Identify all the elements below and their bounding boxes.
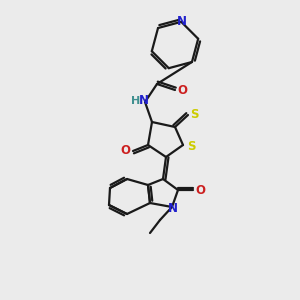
Text: N: N bbox=[168, 202, 178, 214]
Text: O: O bbox=[177, 83, 187, 97]
Text: S: S bbox=[190, 107, 198, 121]
Text: O: O bbox=[195, 184, 205, 196]
Text: O: O bbox=[120, 145, 130, 158]
Text: N: N bbox=[177, 15, 187, 28]
Text: H: H bbox=[131, 96, 141, 106]
Text: N: N bbox=[139, 94, 149, 107]
Text: S: S bbox=[187, 140, 195, 152]
